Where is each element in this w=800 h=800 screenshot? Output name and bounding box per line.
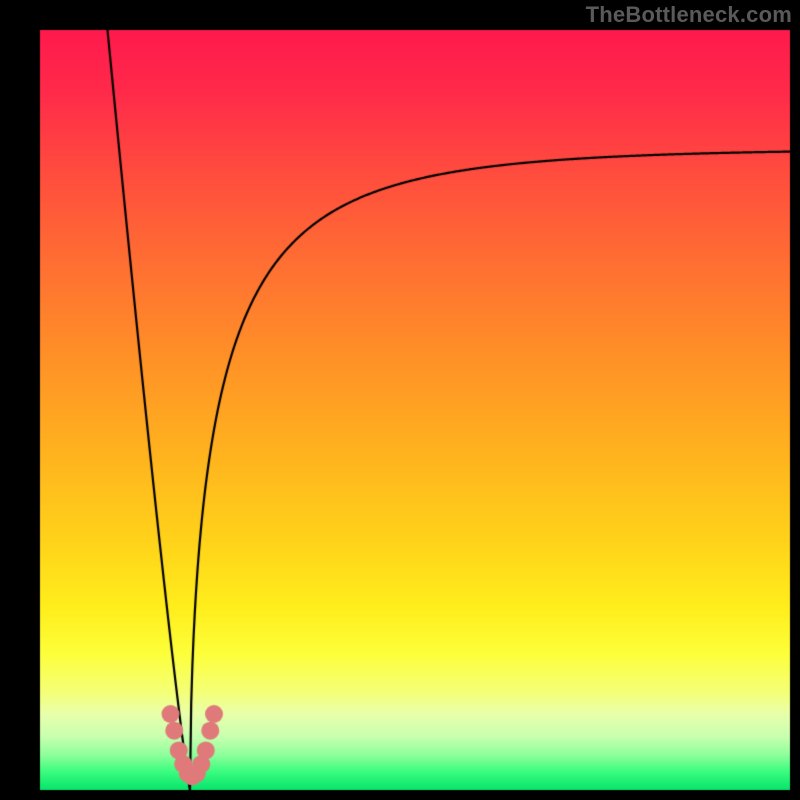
bottleneck-curve-chart [0,0,800,800]
watermark-text: TheBottleneck.com [586,2,792,28]
chart-container: TheBottleneck.com [0,0,800,800]
